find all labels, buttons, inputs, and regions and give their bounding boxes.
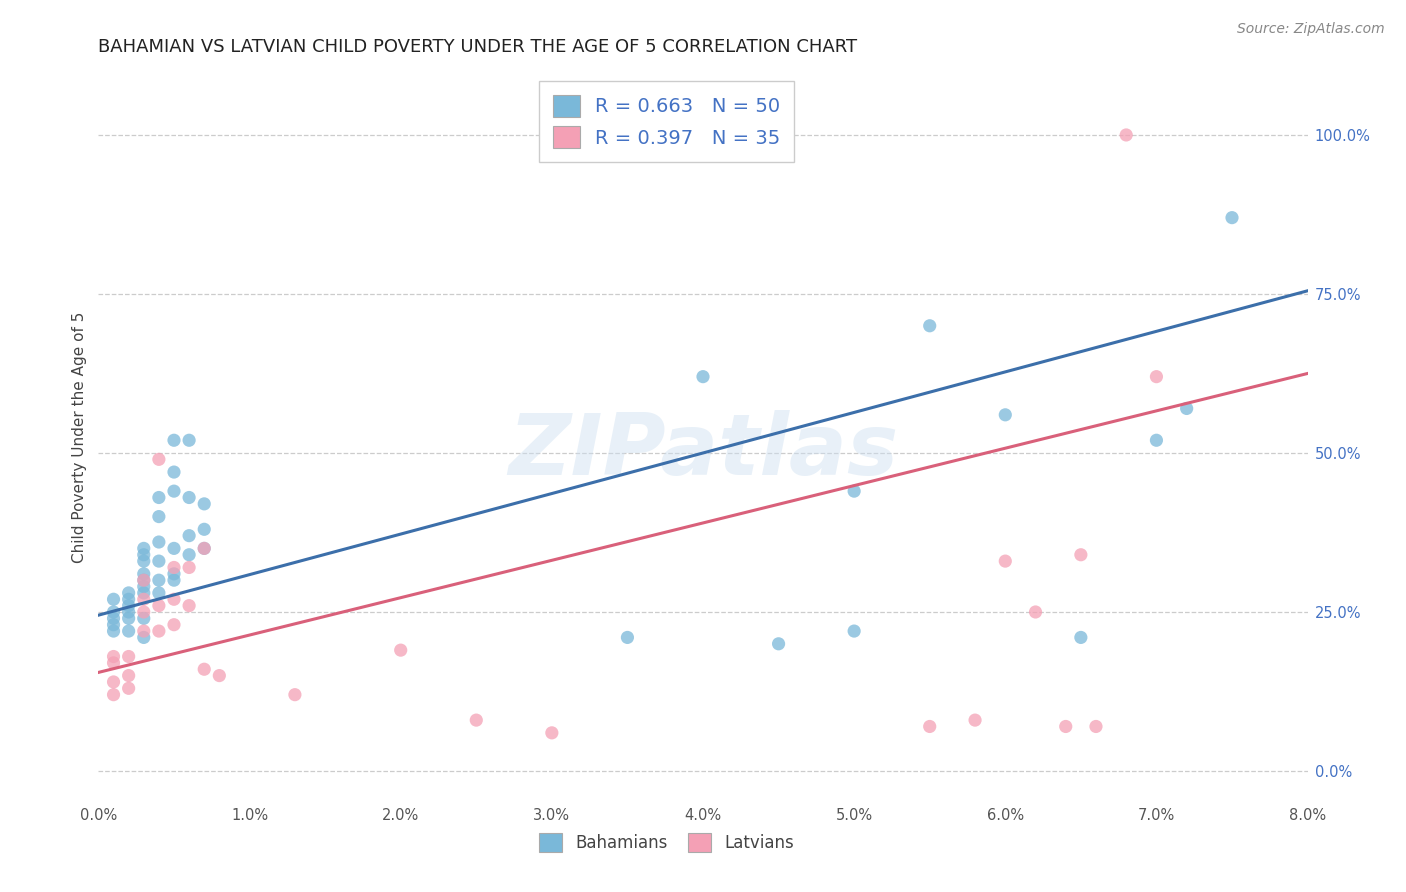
Point (179, 548, 201, 562)
Point (132, 586, 155, 600)
Point (132, 611, 155, 625)
Point (163, 484, 186, 499)
Point (118, 649, 141, 664)
Point (465, 713, 488, 727)
Point (132, 541, 155, 556)
Point (132, 554, 155, 568)
Point (844, 484, 866, 499)
Point (163, 617, 186, 632)
Point (148, 599, 170, 613)
Point (148, 509, 170, 524)
Point (103, 649, 125, 664)
Point (1146, 434, 1168, 448)
Point (132, 624, 155, 638)
Point (103, 688, 125, 702)
Point (148, 624, 170, 638)
Point (1070, 548, 1092, 562)
Point (163, 592, 186, 607)
Point (148, 491, 170, 505)
Point (103, 605, 125, 619)
Point (118, 605, 141, 619)
Point (179, 434, 201, 448)
Point (118, 668, 141, 682)
Point (118, 592, 141, 607)
Point (163, 560, 186, 574)
Point (1025, 605, 1047, 619)
Point (148, 586, 170, 600)
Point (163, 465, 186, 479)
Point (1085, 719, 1108, 733)
Point (540, 726, 562, 740)
Point (103, 611, 125, 625)
Point (768, 637, 790, 651)
Point (103, 675, 125, 690)
Point (163, 541, 186, 556)
Legend: Bahamians, Latvians: Bahamians, Latvians (530, 824, 803, 860)
Point (163, 566, 186, 581)
Point (132, 566, 155, 581)
Point (193, 541, 215, 556)
Point (132, 573, 155, 587)
Point (179, 560, 201, 574)
Point (148, 452, 170, 467)
Point (103, 624, 125, 638)
Point (389, 643, 412, 657)
Point (193, 662, 215, 676)
Point (284, 688, 307, 702)
Text: Source: ZipAtlas.com: Source: ZipAtlas.com (1237, 22, 1385, 37)
Point (118, 611, 141, 625)
Point (148, 535, 170, 549)
Point (132, 573, 155, 587)
Point (965, 713, 987, 727)
Point (132, 605, 155, 619)
Point (1054, 719, 1077, 733)
Point (179, 491, 201, 505)
Point (692, 369, 714, 384)
Point (844, 624, 866, 638)
Point (103, 592, 125, 607)
Point (1175, 401, 1198, 416)
Point (118, 586, 141, 600)
Point (918, 719, 941, 733)
Point (118, 599, 141, 613)
Point (1146, 369, 1168, 384)
Point (1220, 211, 1243, 225)
Point (132, 548, 155, 562)
Text: BAHAMIAN VS LATVIAN CHILD POVERTY UNDER THE AGE OF 5 CORRELATION CHART: BAHAMIAN VS LATVIAN CHILD POVERTY UNDER … (98, 38, 858, 56)
Point (994, 408, 1017, 422)
Point (163, 434, 186, 448)
Point (193, 541, 215, 556)
Point (132, 631, 155, 645)
Point (103, 656, 125, 670)
Point (148, 554, 170, 568)
Point (208, 668, 231, 682)
Point (193, 522, 215, 536)
Point (994, 554, 1017, 568)
Point (118, 681, 141, 696)
Point (132, 580, 155, 594)
Point (132, 592, 155, 607)
Point (1115, 128, 1137, 142)
Point (163, 573, 186, 587)
Point (1070, 631, 1092, 645)
Point (193, 497, 215, 511)
Point (179, 529, 201, 543)
Text: ZIPatlas: ZIPatlas (508, 410, 898, 493)
Point (103, 617, 125, 632)
Point (616, 631, 638, 645)
Y-axis label: Child Poverty Under the Age of 5: Child Poverty Under the Age of 5 (72, 311, 87, 563)
Point (918, 318, 941, 333)
Point (179, 599, 201, 613)
Point (148, 573, 170, 587)
Point (118, 624, 141, 638)
